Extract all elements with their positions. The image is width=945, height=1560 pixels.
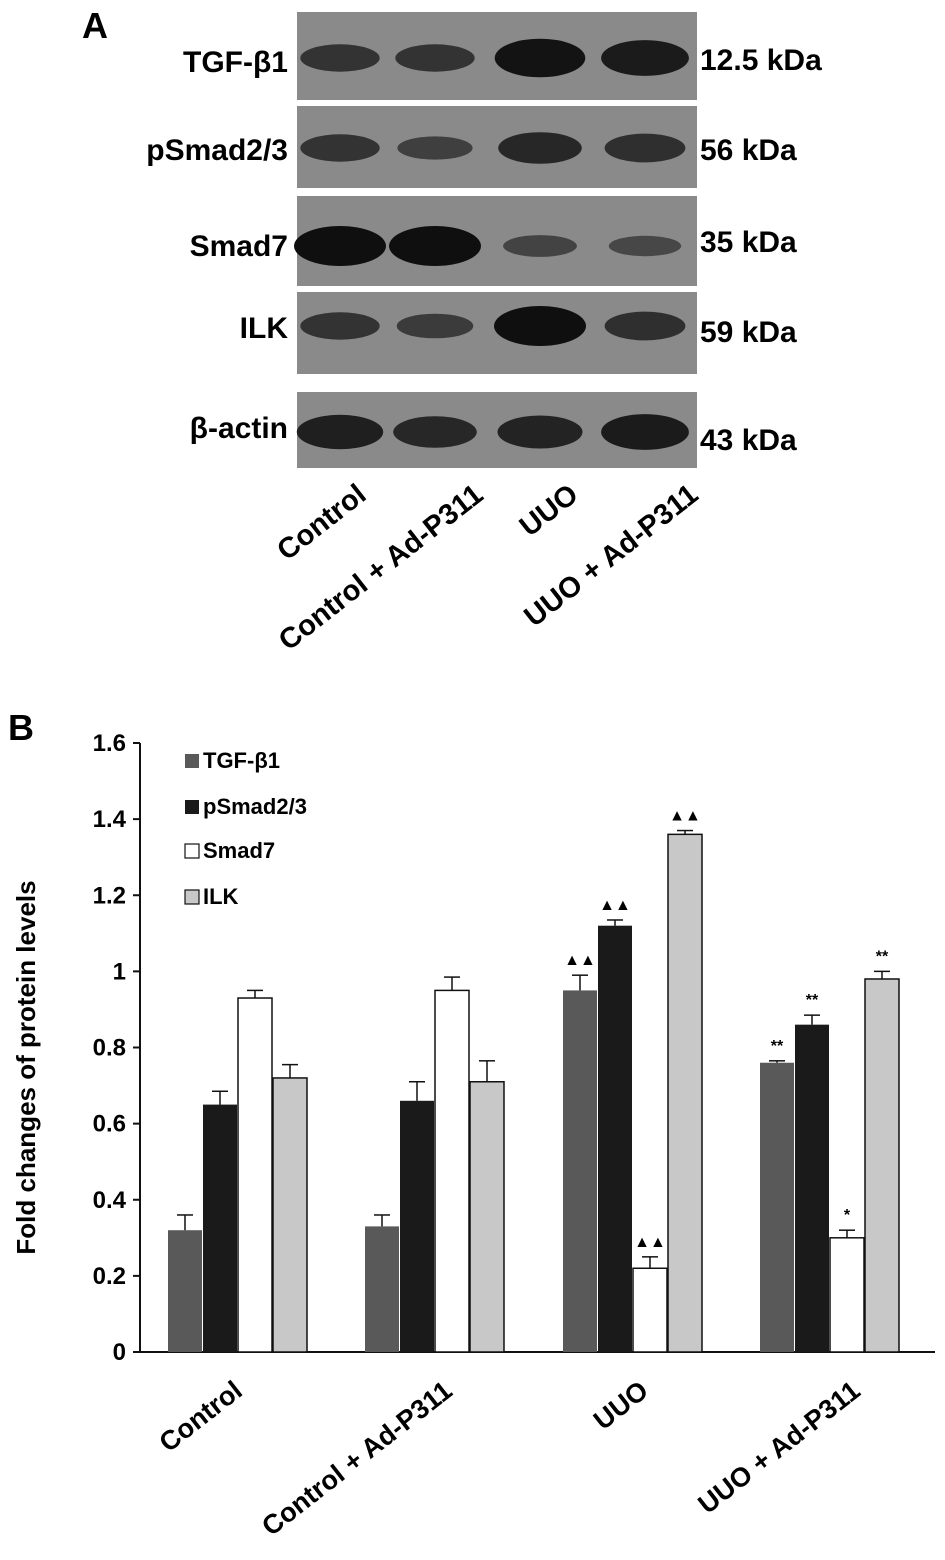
- significance-mark: *: [844, 1207, 851, 1224]
- blot-label: pSmad2/3: [146, 134, 288, 167]
- y-tick-label: 0.6: [93, 1111, 126, 1138]
- legend-swatch: [185, 800, 199, 814]
- blot-band: [608, 235, 682, 257]
- bar: [168, 1230, 202, 1352]
- blot-band: [296, 414, 384, 450]
- bar-chart: 0 0.2 0.4 0.6 0.8 1 1.2 1.4 1.6 Fold changes of p…: [11, 730, 935, 1542]
- y-tick-label: 0.2: [93, 1263, 126, 1290]
- bar: [563, 990, 597, 1352]
- bar: [203, 1104, 237, 1352]
- blot-band: [294, 226, 386, 266]
- blot-mw-label: 56 kDa: [700, 134, 797, 167]
- legend-swatch: [184, 889, 200, 905]
- panel-b-letter: B: [8, 707, 34, 748]
- x-category-label: Control + Ad-P311: [256, 1375, 458, 1542]
- blot-band: [396, 313, 474, 339]
- x-category-label: UUO + Ad-P311: [693, 1375, 866, 1520]
- blot-band: [397, 136, 473, 160]
- blot-band: [393, 416, 477, 448]
- western-blot-panel: TGF-β1 12.5 kDa pSmad2/3 56 kDa Smad7 35 kDa I…: [146, 12, 822, 468]
- blot-band: [604, 133, 686, 163]
- x-category-label: UUO: [588, 1375, 654, 1436]
- blot-band: [604, 311, 686, 341]
- blot-band: [498, 132, 582, 164]
- blot-mw-label: 59 kDa: [700, 316, 797, 349]
- y-axis-label: Fold changes of protein levels: [11, 880, 41, 1254]
- blot-band: [300, 312, 380, 340]
- bar: [598, 925, 632, 1352]
- bar: [237, 997, 273, 1353]
- bar: [272, 1077, 308, 1353]
- panel-a-letter: A: [82, 5, 108, 46]
- bar: [760, 1062, 794, 1352]
- bar: [667, 833, 703, 1353]
- blot-label: TGF-β1: [183, 46, 288, 79]
- lane-label: Control + Ad-P311: [273, 478, 489, 657]
- blot-band: [300, 134, 380, 162]
- blot-band: [494, 38, 586, 78]
- blot-label: β-actin: [190, 412, 288, 445]
- blot-mw-label: 12.5 kDa: [700, 44, 822, 77]
- blot-band: [300, 44, 380, 72]
- bar: [829, 1237, 865, 1353]
- blot-band: [494, 306, 586, 346]
- legend-swatch: [185, 754, 199, 768]
- blot-label: Smad7: [190, 230, 288, 263]
- bar: [365, 1226, 399, 1352]
- bar: [434, 989, 470, 1353]
- significance-mark: ▲▲: [634, 1234, 666, 1251]
- y-tick-label: 1.2: [93, 882, 126, 909]
- legend-label: pSmad2/3: [203, 794, 307, 819]
- y-tick-label: 0: [113, 1339, 126, 1366]
- significance-mark: **: [876, 948, 889, 965]
- blot-band: [389, 226, 481, 266]
- bar: [400, 1100, 434, 1352]
- significance-mark: **: [806, 992, 819, 1009]
- blot-mw-label: 43 kDa: [700, 424, 797, 457]
- x-category-label: Control: [154, 1375, 248, 1458]
- bar: [795, 1024, 829, 1352]
- blot-mw-label: 35 kDa: [700, 226, 797, 259]
- significance-mark: ▲▲: [599, 897, 631, 914]
- y-tick-label: 0.4: [93, 1187, 127, 1214]
- y-tick-label: 0.8: [93, 1035, 126, 1062]
- bar: [469, 1081, 505, 1353]
- bar: [632, 1267, 668, 1353]
- blot-label: ILK: [240, 312, 289, 345]
- legend-label: Smad7: [203, 838, 275, 863]
- legend-swatch: [184, 843, 200, 859]
- legend-label: TGF-β1: [203, 748, 280, 773]
- y-tick-label: 1: [113, 958, 126, 985]
- y-tick-label: 1.4: [93, 806, 127, 833]
- bar: [864, 978, 900, 1353]
- blot-band: [601, 414, 689, 450]
- significance-mark: ▲▲: [564, 952, 596, 969]
- blot-band: [503, 235, 577, 257]
- legend-label: ILK: [203, 884, 239, 909]
- lane-label: UUO: [514, 478, 584, 543]
- blot-band: [601, 40, 689, 76]
- lane-label: Control: [271, 478, 372, 567]
- blot-band: [497, 415, 583, 449]
- significance-mark: **: [771, 1038, 784, 1055]
- significance-mark: ▲▲: [669, 808, 701, 825]
- y-tick-label: 1.6: [93, 730, 126, 757]
- blot-band: [395, 44, 475, 72]
